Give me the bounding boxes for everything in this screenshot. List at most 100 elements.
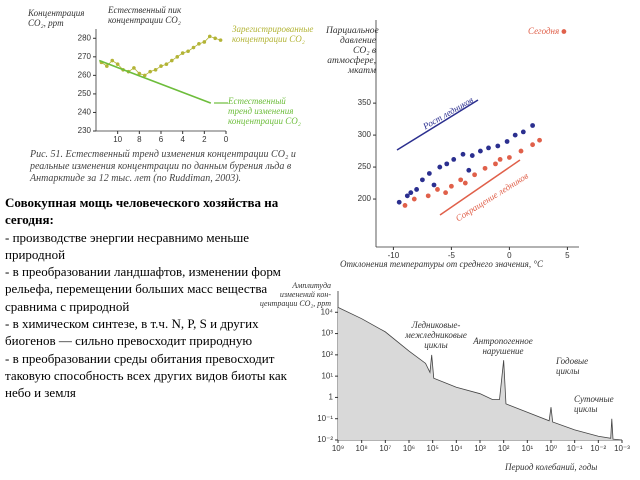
series-label: Сегодня bbox=[528, 26, 560, 36]
x-tick-label: 10⁵ bbox=[427, 444, 439, 453]
point bbox=[435, 187, 440, 192]
x-tick-label: 10¹ bbox=[522, 444, 534, 453]
point bbox=[504, 139, 510, 144]
point bbox=[175, 55, 180, 59]
heading: Совокупная мощь человеческого хозяйства … bbox=[5, 195, 279, 228]
point bbox=[207, 34, 212, 39]
y-axis-label: Парциальное давление CO₂ в атмосфере, мк… bbox=[326, 26, 379, 76]
point bbox=[197, 42, 201, 46]
y-tick-label: 200 bbox=[358, 194, 372, 203]
y-tick-label: 250 bbox=[358, 162, 372, 171]
x-tick-label: 10⁸ bbox=[356, 444, 368, 453]
point bbox=[466, 167, 472, 173]
point bbox=[512, 132, 518, 138]
y-tick-label: 280 bbox=[78, 33, 92, 42]
point bbox=[537, 137, 542, 143]
y-tick-label: 230 bbox=[78, 126, 92, 135]
y-tick-label: 10³ bbox=[321, 329, 333, 338]
annotation: Ледниковые-межледниковые циклы bbox=[405, 320, 467, 350]
point bbox=[218, 38, 223, 42]
x-tick-label: 0 bbox=[224, 135, 229, 144]
point bbox=[493, 161, 498, 167]
x-tick-label: 10⁻³ bbox=[614, 444, 630, 453]
annotation: Суточные циклы bbox=[574, 394, 614, 414]
point bbox=[482, 165, 488, 171]
y-axis-label: Концентрация CO₂, ppm bbox=[28, 8, 85, 28]
point bbox=[561, 29, 567, 34]
x-tick-label: 5 bbox=[565, 251, 570, 260]
point bbox=[202, 40, 207, 44]
x-tick-label: 4 bbox=[180, 135, 185, 144]
point bbox=[213, 36, 217, 41]
x-tick-label: 0 bbox=[507, 251, 512, 260]
point bbox=[105, 64, 109, 68]
y-tick-label: 300 bbox=[358, 130, 372, 139]
point bbox=[396, 199, 402, 205]
arrow bbox=[439, 159, 521, 216]
point bbox=[443, 190, 448, 196]
point bbox=[420, 177, 425, 183]
point bbox=[451, 156, 457, 162]
x-tick-label: 10⁶ bbox=[403, 444, 415, 453]
point bbox=[460, 151, 466, 157]
point bbox=[431, 182, 437, 188]
point bbox=[530, 142, 535, 148]
x-tick-label: 8 bbox=[137, 135, 142, 144]
y-tick-label: 10⁻¹ bbox=[317, 414, 333, 423]
x-axis-label: Период колебаний, годы bbox=[505, 462, 598, 472]
point bbox=[469, 153, 475, 158]
point bbox=[458, 177, 464, 183]
point bbox=[408, 190, 414, 196]
point bbox=[170, 58, 174, 63]
x-tick-label: 10⁻¹ bbox=[567, 444, 583, 453]
figure-caption: Рис. 51. Естественный тренд изменения ко… bbox=[30, 149, 296, 184]
series-label: Зарегистрированные концентрации CO₂ bbox=[232, 24, 314, 44]
list-item: - в химическом синтезе, в т.ч. N, P, S и… bbox=[5, 316, 259, 349]
point bbox=[426, 171, 432, 176]
point bbox=[186, 49, 190, 54]
x-tick-label: -10 bbox=[388, 251, 400, 260]
series-label: Естественный тренд изменения концентраци… bbox=[228, 96, 301, 126]
y-tick-label: 240 bbox=[78, 108, 92, 117]
x-tick-label: 10⁰ bbox=[545, 444, 557, 453]
point bbox=[425, 193, 431, 199]
point bbox=[137, 71, 142, 76]
x-tick-label: 10⁴ bbox=[450, 444, 463, 453]
x-tick-label: 6 bbox=[159, 135, 164, 144]
x-tick-label: 10 bbox=[113, 135, 122, 144]
y-axis-label: Амплитуда изменений кон-центрации CO₂, p… bbox=[259, 281, 331, 308]
point bbox=[411, 196, 417, 202]
x-tick-label: -5 bbox=[448, 251, 456, 260]
point bbox=[414, 187, 419, 192]
point bbox=[180, 51, 185, 55]
point bbox=[444, 161, 450, 167]
text-block: Совокупная мощь человеческого хозяйства … bbox=[5, 194, 292, 402]
point bbox=[153, 68, 158, 72]
point bbox=[164, 62, 169, 67]
point bbox=[530, 123, 535, 128]
point bbox=[191, 45, 196, 50]
point bbox=[115, 62, 120, 67]
point bbox=[148, 69, 152, 74]
list-item: - в преобразовании среды обитания превос… bbox=[5, 350, 287, 401]
point bbox=[462, 180, 468, 186]
point bbox=[478, 148, 483, 154]
y-tick-label: 10² bbox=[321, 350, 333, 359]
point bbox=[404, 193, 410, 199]
series-line bbox=[98, 59, 212, 104]
annotation: Годовые циклы bbox=[556, 356, 589, 376]
point bbox=[495, 143, 501, 149]
y-tick-label: 10¹ bbox=[321, 371, 333, 380]
annotation: Антропогенное нарушение bbox=[473, 336, 533, 356]
point bbox=[402, 203, 408, 208]
y-tick-label: 270 bbox=[78, 52, 92, 61]
area-fill bbox=[338, 307, 622, 440]
point bbox=[110, 58, 115, 63]
arrow bbox=[396, 99, 479, 151]
y-tick-label: 1 bbox=[329, 393, 334, 402]
y-tick-label: 10⁴ bbox=[321, 307, 334, 316]
point bbox=[486, 145, 491, 151]
point bbox=[132, 66, 136, 70]
